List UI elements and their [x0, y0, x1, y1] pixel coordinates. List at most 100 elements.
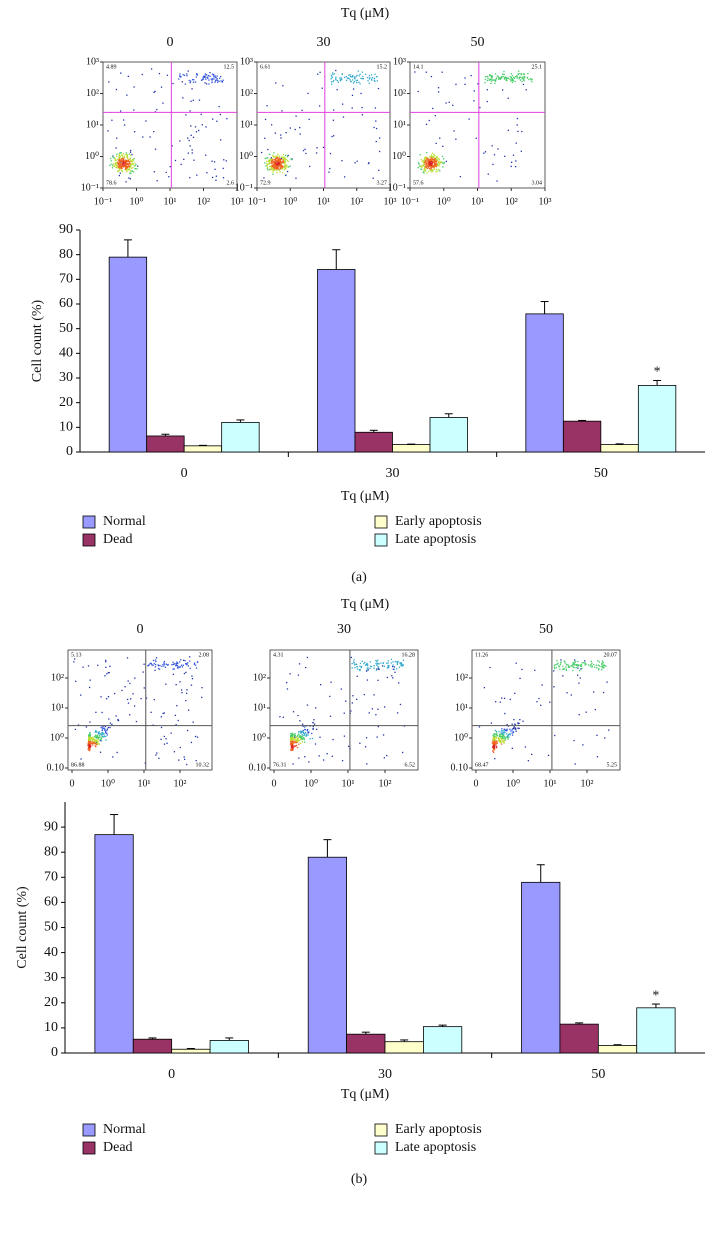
flow-dot	[163, 663, 166, 665]
flow-dot	[300, 730, 302, 732]
flow-dot	[290, 749, 292, 751]
flow-y-tick-label: 10²	[86, 88, 99, 99]
flow-dot	[101, 734, 103, 736]
flow-dot	[470, 74, 472, 77]
flow-dot	[211, 78, 214, 80]
legend-swatch	[82, 533, 96, 547]
legend-swatch	[82, 1141, 96, 1155]
flow-dot	[89, 733, 91, 735]
flow-dot	[590, 663, 592, 666]
flow-dot	[278, 163, 280, 165]
flow-dot	[129, 168, 131, 171]
flow-dot	[304, 148, 306, 150]
flow-dot	[328, 171, 330, 173]
flow-dot	[422, 171, 424, 173]
flow-dot	[511, 74, 513, 77]
y-tick-label: 40	[44, 945, 58, 960]
flow-dot	[91, 737, 93, 739]
flow-dot	[306, 729, 308, 731]
bar	[597, 1045, 638, 1054]
flow-dot	[302, 738, 304, 740]
flow-dot	[106, 734, 108, 736]
flow-dot	[116, 155, 118, 157]
flow-dot	[383, 665, 386, 667]
flow-dot	[496, 180, 498, 182]
flow-dot	[593, 691, 595, 693]
flow-dot	[264, 162, 266, 164]
flow-dot	[116, 163, 118, 165]
flow-dot	[196, 661, 199, 663]
flow-dot	[175, 664, 177, 667]
flow-dot	[517, 722, 519, 724]
flow-dot	[495, 701, 497, 703]
flow-dot	[282, 85, 284, 87]
flow-dot	[367, 80, 369, 82]
flow-dot	[436, 164, 439, 167]
flow-dot	[94, 740, 96, 742]
flow-dot	[276, 161, 278, 163]
flow-dot	[165, 663, 168, 665]
flow-dot	[339, 77, 341, 79]
flow-dot	[340, 688, 342, 690]
flow-dot	[362, 78, 365, 80]
flow-dot	[101, 731, 104, 734]
flow-dot	[294, 128, 296, 131]
flow-dot	[213, 78, 215, 80]
flow-dot	[274, 159, 276, 161]
flow-dot	[145, 120, 147, 122]
flow-dot	[507, 97, 509, 99]
flow-dot	[118, 174, 120, 177]
flow-dot	[287, 166, 289, 168]
flow-dot	[430, 154, 433, 156]
flow-dot	[165, 683, 167, 685]
flow-dot	[195, 667, 198, 669]
flow-dot	[500, 737, 502, 739]
flow-dot	[275, 167, 277, 170]
flow-dot	[125, 164, 127, 167]
flow-dot	[426, 164, 428, 166]
flow-dot	[517, 723, 519, 725]
flow-dot	[398, 682, 400, 684]
flow-dot	[115, 88, 118, 91]
flow-dot	[568, 665, 570, 667]
flow-dot	[185, 114, 187, 116]
flow-dot	[341, 73, 343, 75]
flow-dot	[572, 665, 574, 667]
flow-frame	[409, 61, 546, 189]
flow-dot	[186, 75, 188, 77]
flow-dot	[275, 168, 278, 170]
flow-dot	[511, 78, 513, 80]
flow-dot	[364, 661, 366, 664]
flow-x-tick-label: 0	[272, 778, 277, 789]
flow-dot	[596, 667, 598, 669]
flow-dot	[80, 694, 82, 696]
flow-dot	[353, 662, 355, 664]
significance-mark: *	[654, 365, 661, 380]
flow-dot	[502, 73, 504, 75]
flow-dot	[106, 673, 108, 675]
bar	[392, 444, 431, 453]
flow-dot	[93, 743, 95, 745]
flow-dot	[150, 68, 153, 70]
flow-dot	[271, 165, 273, 167]
flow-dot	[282, 160, 284, 162]
flow-dot	[280, 167, 282, 169]
flow-dot	[494, 737, 496, 739]
flow-dot	[129, 178, 132, 180]
flow-dot	[117, 170, 119, 173]
flow-dot	[108, 81, 110, 83]
flow-dot	[290, 737, 292, 739]
flow-dot	[186, 763, 188, 766]
flow-dot	[151, 664, 153, 666]
flow-dot	[502, 735, 505, 737]
flow-dot	[502, 75, 504, 78]
flow-x-tick-label: 0	[70, 778, 75, 789]
flow-dot	[277, 160, 279, 162]
flow-dot	[294, 745, 296, 747]
flow-dot	[498, 735, 501, 738]
flow-dot	[304, 741, 306, 743]
flow-dot	[222, 79, 224, 81]
flow-dot	[420, 168, 423, 170]
flow-dot	[358, 81, 360, 84]
flow-dot	[386, 662, 388, 664]
